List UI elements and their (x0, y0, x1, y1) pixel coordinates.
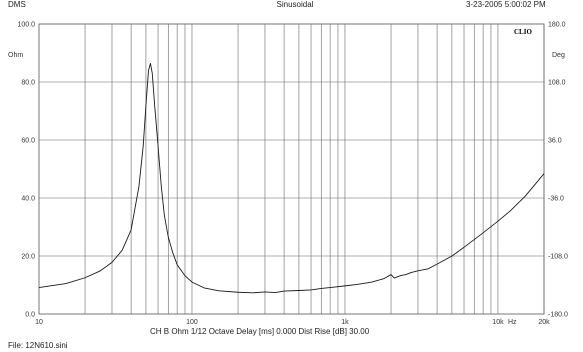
left-axis-tick-label: 80.0 (21, 80, 35, 87)
series-line (38, 62, 545, 294)
right-axis-unit-label: Deg (552, 52, 565, 59)
left-axis-tick-label: 100.0 (17, 22, 35, 29)
x-axis-tick-label: 1k (341, 319, 349, 326)
series-layer (38, 62, 545, 294)
x-axis-tick-label: 20k (538, 319, 550, 326)
left-axis-tick-label: 20.0 (21, 254, 35, 261)
chart-header-title: Sinusoidal (276, 0, 314, 9)
x-axis-unit-label: Hz (508, 319, 517, 326)
x-axis-tick-label: 10k (492, 319, 504, 326)
right-axis-tick-label: 180.0 (548, 22, 566, 29)
x-axis-tick-label: 100 (186, 319, 198, 326)
right-axis-tick-label: -180.0 (548, 312, 568, 319)
x-axis-tick-label: 10 (35, 319, 43, 326)
right-axis-tick-label: -36.0 (548, 196, 564, 203)
right-axis-tick-label: 36.0 (548, 138, 562, 145)
brand-logo: CLIO (514, 28, 532, 36)
left-axis-tick-label: 0.0 (25, 312, 35, 319)
chart-header-left: DMS (8, 0, 26, 9)
left-axis-unit-label: Ohm (8, 52, 23, 59)
measurement-settings: CH B Ohm 1/12 Octave Delay [ms] 0.000 Di… (150, 327, 370, 336)
file-name: File: 12N610.sini (8, 341, 68, 350)
grid (39, 24, 545, 314)
plot-frame (38, 23, 545, 315)
tick-labels: 0.0 20.0 40.0 60.0 80.0 100.0 -180.0 -108.0 -36.… (17, 22, 567, 327)
right-axis-tick-label: 108.0 (548, 80, 566, 87)
right-axis-tick-label: -108.0 (548, 254, 568, 261)
left-axis-tick-label: 60.0 (21, 138, 35, 145)
chart-header-timestamp: 3-23-2005 5:00:02 PM (466, 0, 546, 9)
left-axis-tick-label: 40.0 (21, 196, 35, 203)
